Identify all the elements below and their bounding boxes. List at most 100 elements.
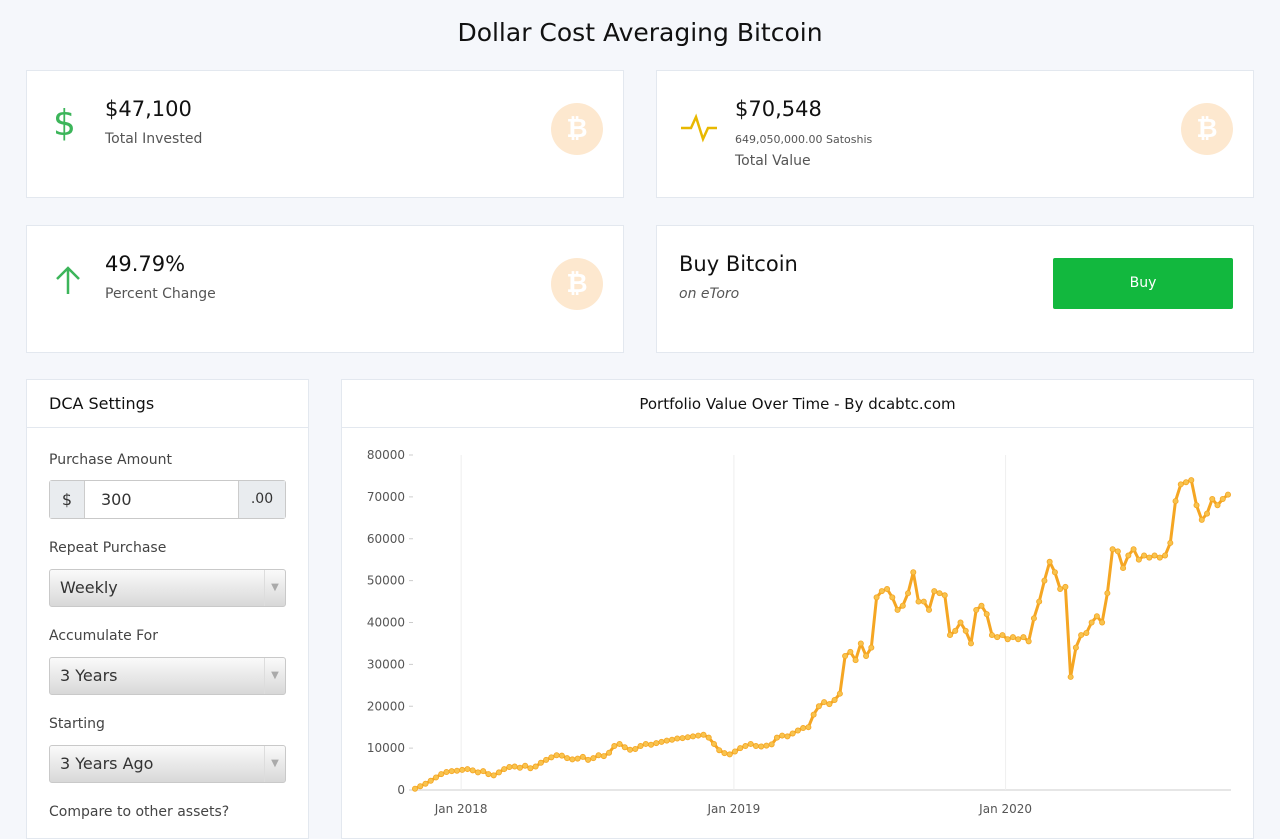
portfolio-line [414,478,1229,791]
data-point [422,780,429,787]
data-point [474,769,481,776]
chart: 0 10000 20000 30000 40000 50000 60000 70000 8000… [367,448,1232,816]
data-point [453,767,460,774]
data-point [469,767,476,774]
data-point [485,771,492,778]
data-point [726,751,733,758]
bitcoin-icon: ₿ [551,103,603,155]
bitcoin-icon: ₿ [551,258,603,310]
data-point [522,762,529,769]
data-point [742,743,749,750]
amount-input[interactable]: $ 300 .00 [49,480,286,519]
stat-label: Total Invested [105,131,203,147]
chart-title: Portfolio Value Over Time - By dcabtc.co… [639,395,956,413]
data-point [1125,552,1132,559]
data-point [868,644,875,651]
data-point [1204,510,1211,517]
data-point [988,632,995,639]
data-point [794,727,801,734]
data-point [863,652,870,659]
data-point [501,766,508,773]
data-point [716,747,723,754]
stat-label: Total Value [735,153,811,169]
stat-value: 49.79% [105,252,186,276]
stat-label: Percent Change [105,286,216,302]
data-point [443,768,450,775]
data-point [569,756,576,763]
select-value: 3 Years [60,666,118,685]
data-point [915,598,922,605]
data-point [532,763,539,770]
repeat-select[interactable]: Weekly ▼ [49,569,286,607]
data-point [821,699,828,706]
data-point [810,711,817,718]
data-point [857,640,864,647]
data-point [878,588,885,595]
data-point [579,753,586,760]
data-point [590,755,597,762]
data-point [779,732,786,739]
up-arrow-icon [56,266,80,294]
bitcoin-icon: ₿ [1181,103,1233,155]
select-value: 3 Years Ago [60,754,154,773]
data-point [621,744,628,751]
field-label: Accumulate For [49,628,159,644]
settings-panel: DCA Settings Purchase Amount $ 300 .00 R… [26,379,309,839]
data-point [1167,539,1174,546]
data-point [1020,634,1027,641]
data-point [1177,481,1184,488]
data-point [847,648,854,655]
data-point [1162,552,1169,559]
data-point [852,657,859,664]
data-point [752,743,759,750]
data-point [758,743,765,750]
buy-button[interactable]: Buy [1053,258,1233,309]
page-title: Dollar Cost Averaging Bitcoin [457,18,823,47]
data-point [637,743,644,750]
data-point [962,627,969,634]
data-point [459,766,466,773]
data-point [784,733,791,740]
data-point [648,741,655,748]
data-point [768,741,775,748]
data-point [412,785,419,792]
data-point [737,745,744,752]
data-point [763,742,770,749]
data-point [773,734,780,741]
data-point [978,602,985,609]
data-point [548,754,555,761]
data-point [658,738,665,745]
starting-select[interactable]: 3 Years Ago ▼ [49,745,286,783]
data-point [585,756,592,763]
data-point [558,752,565,759]
data-point [627,746,634,753]
dollar-icon: $ [53,103,76,144]
data-point [595,752,602,759]
data-point [1078,632,1085,639]
select-arrow: ▼ [264,746,285,782]
chart-panel: Portfolio Value Over Time - By dcabtc.co… [341,379,1254,839]
data-point [1099,619,1106,626]
data-point [983,611,990,618]
data-point [941,592,948,599]
data-point [994,634,1001,641]
data-point [564,755,571,762]
data-point [705,734,712,741]
data-point [684,734,691,741]
data-point [884,585,891,592]
data-point [606,749,613,756]
data-point [815,703,822,710]
data-point [642,740,649,747]
data-point [490,772,497,779]
data-point [448,768,455,775]
input-value: 300 [101,490,132,509]
data-point [511,763,518,770]
stat-card: $ $47,100 Total Invested ₿ [26,70,624,198]
x-tick-label: Jan 2020 [978,802,1032,816]
data-point [1114,548,1121,555]
data-point [967,640,974,647]
accumulate-select[interactable]: 3 Years ▼ [49,657,286,695]
data-point [747,740,754,747]
buy-title: Buy Bitcoin [679,252,798,276]
